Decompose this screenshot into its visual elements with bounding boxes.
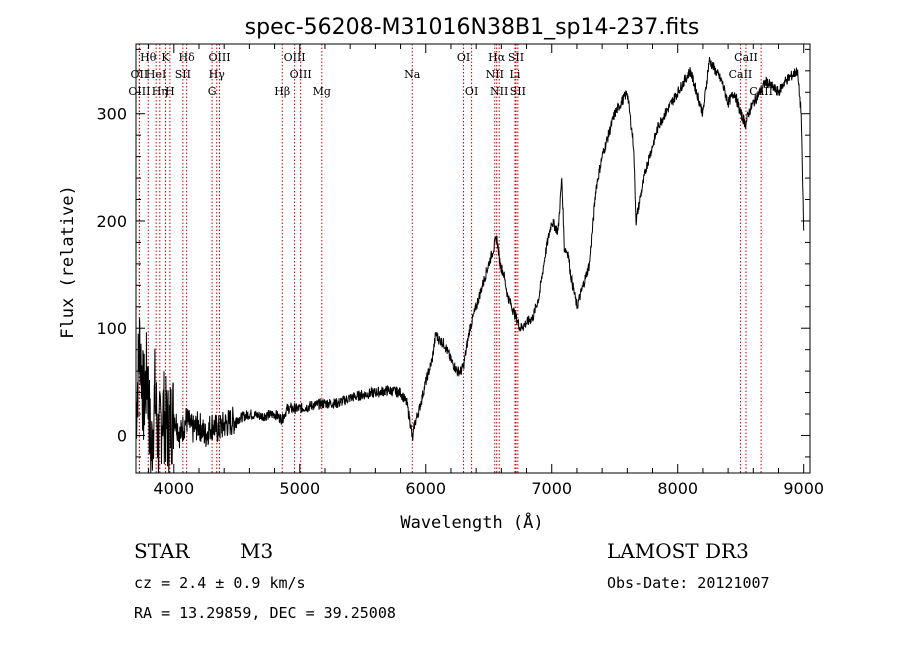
spectral-line-label: CaII — [729, 68, 753, 81]
spectral-line-label: OI — [465, 85, 478, 98]
spectral-line-label: Hγ — [209, 68, 226, 81]
spectral-line-label: NII — [490, 85, 508, 98]
y-axis-label: Flux (relative) — [58, 185, 78, 339]
spectral-line-label: Na — [404, 68, 421, 81]
spectral-line-label: Hβ — [274, 85, 290, 98]
spectral-line-label: OIII — [208, 51, 230, 64]
x-tick-label: 5000 — [279, 479, 320, 498]
spectral-line-label: Hη — [152, 85, 168, 98]
spectral-line-label: OIII — [128, 85, 150, 98]
x-tick-label: 6000 — [405, 479, 446, 498]
survey-name: LAMOST DR3 — [607, 539, 749, 563]
spectral-line-label: NII — [486, 68, 504, 81]
object-subclass: M3 — [240, 539, 274, 563]
y-tick-label: 100 — [96, 319, 127, 338]
spectral-line-label: OIII — [284, 51, 306, 64]
x-tick-label: 9000 — [783, 479, 824, 498]
spectral-line-label: OIII — [290, 68, 312, 81]
y-tick-label: 200 — [96, 212, 127, 231]
x-tick-label: 8000 — [657, 479, 698, 498]
spectral-line-label: OII — [131, 68, 149, 81]
y-axis-ticks: 0 100 200 300 — [96, 48, 810, 458]
spectral-line-label: Mg — [313, 85, 331, 98]
spectral-line-label: SII — [175, 68, 191, 81]
spectral-line-label: G — [208, 85, 217, 98]
spectral-line-label: OI — [457, 51, 470, 64]
chart-title: spec-56208-M31016N38B1_sp14-237.fits — [245, 15, 700, 40]
x-axis-ticks: 4000 5000 6000 7000 8000 9000 — [148, 44, 824, 498]
y-tick-label: 300 — [96, 105, 127, 124]
spectral-line-label: HeI — [146, 68, 166, 81]
spectral-line-label: H — [165, 85, 175, 98]
spectral-line-label: Hθ — [140, 51, 157, 64]
object-class: STAR — [134, 539, 190, 563]
x-axis-label: Wavelength (Å) — [400, 511, 543, 533]
y-tick-label: 0 — [117, 426, 127, 445]
coordinates: RA = 13.29859, DEC = 39.25008 — [134, 604, 396, 622]
spectral-line-label: Li — [510, 68, 521, 81]
x-tick-label: 7000 — [531, 479, 572, 498]
spectral-line-label: Hα — [488, 51, 506, 64]
spectral-line-label: CaII — [734, 51, 758, 64]
plot-frame — [135, 43, 811, 474]
spectral-line-label: K — [161, 51, 170, 64]
spectral-line-label: SII — [508, 51, 524, 64]
observation-date: Obs-Date: 20121007 — [607, 574, 770, 592]
spectrum-line — [135, 57, 805, 474]
spectral-line-label: Hδ — [179, 51, 196, 64]
x-tick-label: 4000 — [153, 479, 194, 498]
redshift-cz: cz = 2.4 ± 0.9 km/s — [134, 574, 306, 592]
spectral-line-label: SII — [510, 85, 526, 98]
